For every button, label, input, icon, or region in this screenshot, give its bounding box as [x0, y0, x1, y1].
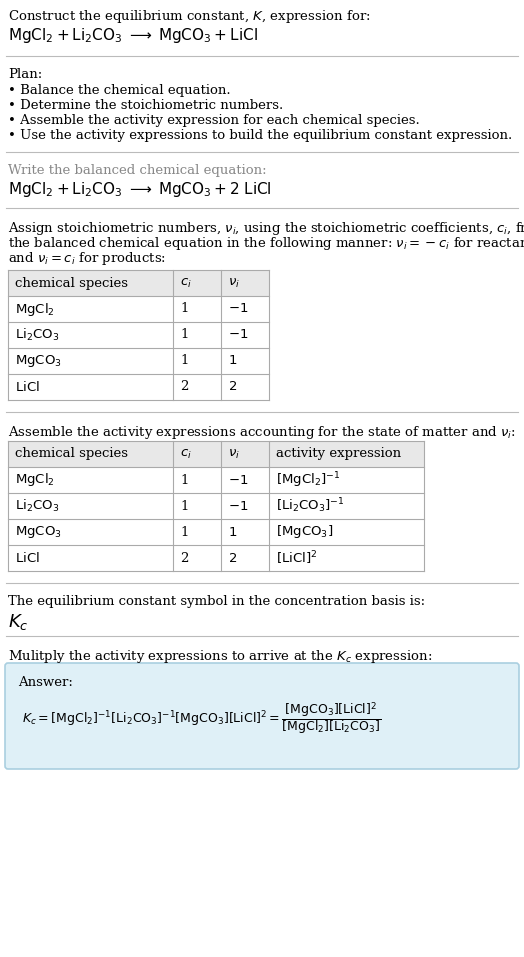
Bar	[8, 467, 424, 493]
Text: 1: 1	[180, 354, 188, 367]
Text: $\nu_i$: $\nu_i$	[228, 277, 240, 290]
Text: $2$: $2$	[228, 551, 237, 565]
Text: Write the balanced chemical equation:: Write the balanced chemical equation:	[8, 164, 267, 177]
Bar	[8, 296, 269, 322]
Text: $-1$: $-1$	[228, 474, 248, 486]
Text: $-1$: $-1$	[228, 302, 248, 316]
FancyBboxPatch shape	[5, 663, 519, 769]
Text: activity expression: activity expression	[276, 448, 401, 460]
Text: 2: 2	[180, 551, 188, 565]
Bar	[8, 545, 424, 571]
Text: 1: 1	[180, 525, 188, 539]
Text: Plan:: Plan:	[8, 68, 42, 81]
Text: $-1$: $-1$	[228, 328, 248, 342]
Text: $2$: $2$	[228, 381, 237, 393]
Text: $[\mathrm{MgCO_3}]$: $[\mathrm{MgCO_3}]$	[276, 523, 333, 541]
Text: $\mathrm{Li_2CO_3}$: $\mathrm{Li_2CO_3}$	[15, 498, 59, 514]
Text: $1$: $1$	[228, 354, 237, 367]
Text: $-1$: $-1$	[228, 500, 248, 513]
Bar	[8, 270, 269, 296]
Text: 1: 1	[180, 328, 188, 342]
Text: $[\mathrm{LiCl}]^2$: $[\mathrm{LiCl}]^2$	[276, 549, 318, 567]
Text: $1$: $1$	[228, 525, 237, 539]
Text: • Assemble the activity expression for each chemical species.: • Assemble the activity expression for e…	[8, 114, 420, 127]
Bar	[8, 441, 424, 467]
Text: Assign stoichiometric numbers, $\nu_i$, using the stoichiometric coefficients, $: Assign stoichiometric numbers, $\nu_i$, …	[8, 220, 524, 237]
Text: $\mathrm{MgCO_3}$: $\mathrm{MgCO_3}$	[15, 524, 62, 540]
Text: and $\nu_i = c_i$ for products:: and $\nu_i = c_i$ for products:	[8, 250, 166, 267]
Text: • Determine the stoichiometric numbers.: • Determine the stoichiometric numbers.	[8, 99, 283, 112]
Text: the balanced chemical equation in the following manner: $\nu_i = -c_i$ for react: the balanced chemical equation in the fo…	[8, 235, 524, 252]
Text: $\mathrm{Li_2CO_3}$: $\mathrm{Li_2CO_3}$	[15, 327, 59, 343]
Text: $K_c$: $K_c$	[8, 612, 29, 632]
Text: • Use the activity expressions to build the equilibrium constant expression.: • Use the activity expressions to build …	[8, 129, 512, 142]
Text: $\mathrm{MgCO_3}$: $\mathrm{MgCO_3}$	[15, 353, 62, 369]
Bar	[8, 322, 269, 348]
Text: chemical species: chemical species	[15, 448, 128, 460]
Text: $\mathrm{LiCl}$: $\mathrm{LiCl}$	[15, 380, 40, 394]
Text: chemical species: chemical species	[15, 277, 128, 290]
Text: $c_i$: $c_i$	[180, 448, 192, 460]
Text: $\mathrm{MgCl_2 + Li_2CO_3 \;\longrightarrow\; MgCO_3 + 2\; LiCl}$: $\mathrm{MgCl_2 + Li_2CO_3 \;\longrighta…	[8, 180, 272, 199]
Bar	[8, 519, 424, 545]
Text: 1: 1	[180, 500, 188, 513]
Text: 1: 1	[180, 302, 188, 316]
Text: $[\mathrm{Li_2CO_3}]^{-1}$: $[\mathrm{Li_2CO_3}]^{-1}$	[276, 497, 345, 516]
Text: $\mathrm{MgCl_2}$: $\mathrm{MgCl_2}$	[15, 300, 55, 318]
Text: 2: 2	[180, 381, 188, 393]
Text: $\nu_i$: $\nu_i$	[228, 448, 240, 460]
Text: • Balance the chemical equation.: • Balance the chemical equation.	[8, 84, 231, 97]
Text: $K_c = [\mathrm{MgCl_2}]^{-1}[\mathrm{Li_2CO_3}]^{-1}[\mathrm{MgCO_3}][\mathrm{L: $K_c = [\mathrm{MgCl_2}]^{-1}[\mathrm{Li…	[22, 700, 381, 737]
Text: Mulitply the activity expressions to arrive at the $K_c$ expression:: Mulitply the activity expressions to arr…	[8, 648, 432, 665]
Text: The equilibrium constant symbol in the concentration basis is:: The equilibrium constant symbol in the c…	[8, 595, 425, 608]
Text: $c_i$: $c_i$	[180, 277, 192, 290]
Text: Assemble the activity expressions accounting for the state of matter and $\nu_i$: Assemble the activity expressions accoun…	[8, 424, 516, 441]
Text: 1: 1	[180, 474, 188, 486]
Text: Construct the equilibrium constant, $K$, expression for:: Construct the equilibrium constant, $K$,…	[8, 8, 370, 25]
Bar	[8, 493, 424, 519]
Text: Answer:: Answer:	[18, 676, 73, 689]
Text: $[\mathrm{MgCl_2}]^{-1}$: $[\mathrm{MgCl_2}]^{-1}$	[276, 470, 341, 490]
Bar	[8, 374, 269, 400]
Bar	[8, 348, 269, 374]
Text: $\mathrm{MgCl_2}$: $\mathrm{MgCl_2}$	[15, 472, 55, 488]
Text: $\mathrm{LiCl}$: $\mathrm{LiCl}$	[15, 551, 40, 565]
Text: $\mathrm{MgCl_2 + Li_2CO_3 \;\longrightarrow\; MgCO_3 + LiCl}$: $\mathrm{MgCl_2 + Li_2CO_3 \;\longrighta…	[8, 26, 258, 45]
